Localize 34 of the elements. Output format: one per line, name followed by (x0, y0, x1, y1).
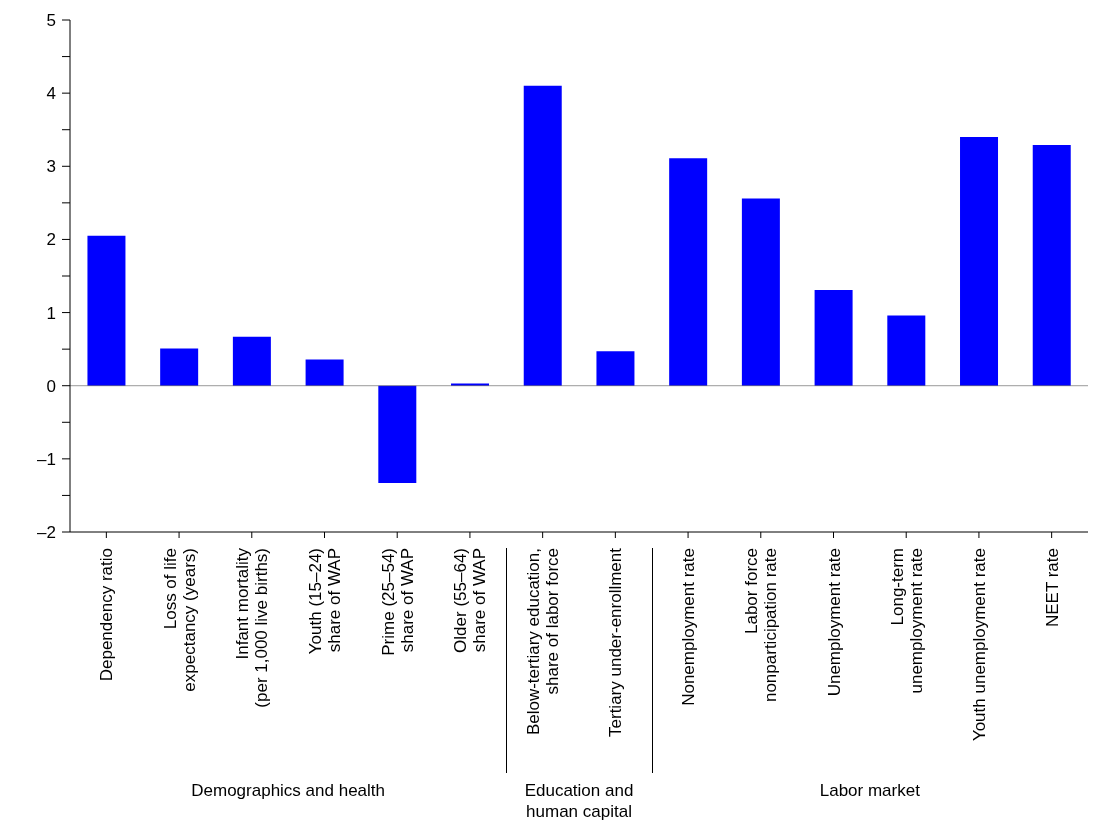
y-tick-label: –2 (37, 523, 56, 542)
bar (887, 315, 926, 386)
x-tick-label: Unemployment rate (824, 548, 844, 697)
y-tick-label: 4 (46, 84, 56, 104)
text: Education and human capital (523, 780, 635, 822)
x-tick-label: Dependency ratio (97, 548, 117, 682)
x-tick-label: Tertiary under-enrollment (606, 547, 626, 737)
y-tick-label: 5 (46, 11, 56, 30)
y-tick-label: 1 (46, 303, 56, 323)
bar (523, 85, 562, 386)
y-tick-label: 2 (46, 230, 56, 250)
bar (232, 336, 271, 386)
bar (669, 158, 708, 386)
bar (305, 359, 344, 386)
x-tick-label: Nonemployment rate (679, 548, 699, 706)
x-tick-label: Youth unemployment rate (969, 548, 989, 742)
bar (378, 385, 417, 483)
bar (87, 235, 126, 386)
text: Labor market (818, 780, 921, 801)
bar (814, 289, 853, 386)
bar (160, 348, 199, 386)
text: Demographics and health (190, 780, 386, 801)
x-tick-label: Loss of life expectancy (years) (160, 548, 199, 692)
bar (960, 137, 999, 386)
bar (596, 351, 635, 386)
x-tick-label: Infant mortality (per 1,000 live births) (233, 547, 272, 708)
x-tick-label: NEET rate (1042, 548, 1062, 628)
y-tick-label: 3 (46, 157, 56, 177)
y-tick-label: 0 (46, 376, 56, 396)
x-tick-label: Youth (15–24) share of WAP (306, 548, 344, 655)
y-tick-label: –1 (37, 449, 56, 469)
bar (1032, 145, 1071, 386)
bar (741, 198, 780, 386)
x-tick-label: Labor force nonparticipation rate (742, 548, 781, 703)
